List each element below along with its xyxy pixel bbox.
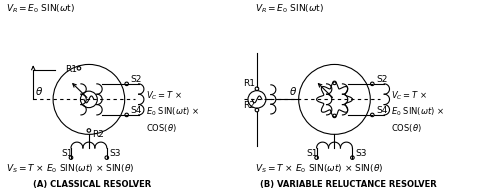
Text: R2: R2 [243, 101, 255, 110]
Text: R1: R1 [243, 79, 255, 88]
Text: R1: R1 [65, 65, 77, 74]
Text: $V_S = T$ × $E_0$ SIN($\omega t$) × SIN($\theta$): $V_S = T$ × $E_0$ SIN($\omega t$) × SIN(… [6, 162, 135, 175]
Text: S4: S4 [376, 106, 388, 115]
Text: (A) CLASSICAL RESOLVER: (A) CLASSICAL RESOLVER [33, 180, 151, 189]
Text: S3: S3 [355, 149, 367, 158]
Text: S2: S2 [131, 75, 142, 84]
Text: (B) VARIABLE RELUCTANCE RESOLVER: (B) VARIABLE RELUCTANCE RESOLVER [260, 180, 437, 189]
Text: S3: S3 [110, 149, 121, 158]
Text: $V_C = T$ ×
$E_0$ SIN($\omega t$) ×
COS($\theta$): $V_C = T$ × $E_0$ SIN($\omega t$) × COS(… [391, 90, 444, 134]
Text: S1: S1 [307, 149, 318, 158]
Text: S2: S2 [376, 75, 388, 84]
Text: $V_S = T$ × $E_0$ SIN($\omega t$) × SIN($\theta$): $V_S = T$ × $E_0$ SIN($\omega t$) × SIN(… [255, 162, 383, 175]
Text: S4: S4 [131, 106, 142, 115]
Text: S1: S1 [61, 149, 73, 158]
Text: $V_R = E_0$ SIN($\omega$t): $V_R = E_0$ SIN($\omega$t) [6, 3, 75, 16]
Text: R2: R2 [92, 130, 104, 139]
Text: $V_C = T$ ×
$E_0$ SIN($\omega t$) ×
COS($\theta$): $V_C = T$ × $E_0$ SIN($\omega t$) × COS(… [146, 90, 199, 134]
Text: $V_R = E_0$ SIN($\omega$t): $V_R = E_0$ SIN($\omega$t) [255, 3, 324, 16]
Text: $\theta$: $\theta$ [289, 85, 297, 97]
Text: $\theta$: $\theta$ [35, 85, 43, 97]
